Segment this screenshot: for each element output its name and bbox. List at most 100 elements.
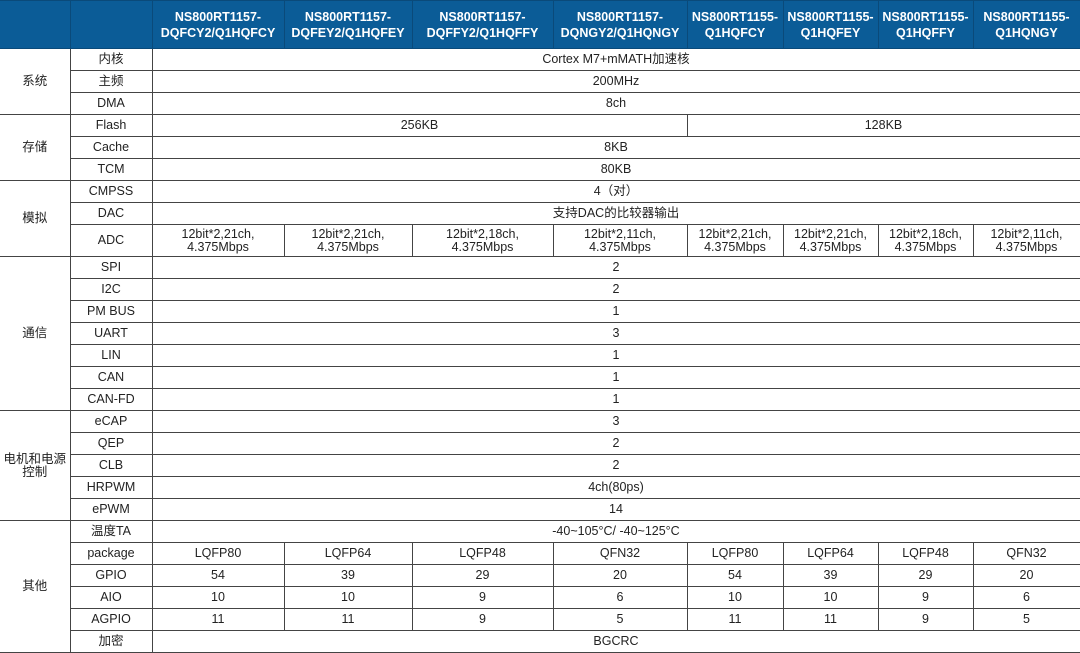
value-cell: 12bit*2,21ch, 4.375Mbps — [283, 224, 413, 257]
group-label: 通信 — [0, 256, 71, 411]
row-label: AGPIO — [69, 608, 153, 631]
group-label: 电机和电源 控制 — [0, 410, 71, 521]
value-cell: 80KB — [151, 158, 1080, 181]
value-cell: 12bit*2,21ch, 4.375Mbps — [782, 224, 879, 257]
value-cell: LQFP48 — [877, 542, 974, 565]
column-header: NS800RT1157- DQFFY2/Q1HQFFY — [411, 0, 554, 49]
table-row: ADC 12bit*2,21ch, 4.375Mbps 12bit*2,21ch, 4.… — [0, 224, 1080, 257]
value-cell: 54 — [686, 564, 784, 587]
group-label: 模拟 — [0, 180, 71, 257]
value-cell: 12bit*2,18ch, 4.375Mbps — [877, 224, 974, 257]
row-label: I2C — [69, 278, 153, 301]
table-row: 主频 200MHz — [0, 70, 1080, 93]
row-label: Flash — [69, 114, 153, 137]
value-cell: 29 — [877, 564, 974, 587]
column-header: NS800RT1155- Q1HQFCY — [686, 0, 784, 49]
table-row: TCM 80KB — [0, 158, 1080, 181]
table-row: HRPWM 4ch(80ps) — [0, 476, 1080, 499]
value-cell: 12bit*2,21ch, 4.375Mbps — [686, 224, 784, 257]
row-label: DMA — [69, 92, 153, 115]
value-cell: 2 — [151, 278, 1080, 301]
row-label: GPIO — [69, 564, 153, 587]
table-row: AIO 10 10 9 6 10 10 9 6 — [0, 586, 1080, 609]
value-cell: 2 — [151, 256, 1080, 279]
column-header: NS800RT1157- DQFEY2/Q1HQFEY — [283, 0, 413, 49]
row-label: 内核 — [69, 48, 153, 71]
header-row: NS800RT1157- DQFCY2/Q1HQFCY NS800RT1157- DQ… — [0, 0, 1080, 49]
value-cell: 12bit*2,11ch, 4.375Mbps — [972, 224, 1080, 257]
value-cell: LQFP80 — [151, 542, 285, 565]
value-cell: 5 — [552, 608, 688, 631]
header-blank-cell — [0, 0, 71, 49]
row-label: PM BUS — [69, 300, 153, 323]
value-cell: LQFP64 — [283, 542, 413, 565]
column-header: NS800RT1155- Q1HQNGY — [972, 0, 1080, 49]
table-row: PM BUS 1 — [0, 300, 1080, 323]
table-row: CAN 1 — [0, 366, 1080, 389]
value-cell: 9 — [411, 586, 554, 609]
table-row: AGPIO 11 11 9 5 11 11 9 5 — [0, 608, 1080, 631]
value-cell: 11 — [686, 608, 784, 631]
table-row: 通信 SPI 2 — [0, 256, 1080, 411]
value-cell: 1 — [151, 366, 1080, 389]
value-cell: QFN32 — [972, 542, 1080, 565]
table-row: DAC 支持DAC的比较器输出 — [0, 202, 1080, 225]
row-label: ePWM — [69, 498, 153, 521]
header-blank-cell — [69, 0, 153, 49]
table-row: 其他 温度TA -40~105°C/ -40~125°C — [0, 520, 1080, 653]
value-cell: 6 — [972, 586, 1080, 609]
value-cell: 128KB — [686, 114, 1080, 137]
value-cell: 29 — [411, 564, 554, 587]
table-row: I2C 2 — [0, 278, 1080, 301]
value-cell: 1 — [151, 344, 1080, 367]
value-cell: 8ch — [151, 92, 1080, 115]
row-label: CAN — [69, 366, 153, 389]
value-cell: 支持DAC的比较器输出 — [151, 202, 1080, 225]
value-cell: 11 — [283, 608, 413, 631]
value-cell: 2 — [151, 432, 1080, 455]
value-cell: 14 — [151, 498, 1080, 521]
table-row: QEP 2 — [0, 432, 1080, 455]
row-label: QEP — [69, 432, 153, 455]
value-cell: 5 — [972, 608, 1080, 631]
row-label: eCAP — [69, 410, 153, 433]
row-label: 温度TA — [69, 520, 153, 543]
row-label: 主频 — [69, 70, 153, 93]
row-label: CMPSS — [69, 180, 153, 203]
row-label: HRPWM — [69, 476, 153, 499]
table-row: CAN-FD 1 — [0, 388, 1080, 411]
value-cell: -40~105°C/ -40~125°C — [151, 520, 1080, 543]
group-label: 其他 — [0, 520, 71, 653]
value-cell: 200MHz — [151, 70, 1080, 93]
row-label: LIN — [69, 344, 153, 367]
value-cell: 9 — [411, 608, 554, 631]
column-header: NS800RT1155- Q1HQFFY — [877, 0, 974, 49]
value-cell: QFN32 — [552, 542, 688, 565]
value-cell: 10 — [782, 586, 879, 609]
value-cell: 256KB — [151, 114, 688, 137]
value-cell: 1 — [151, 300, 1080, 323]
table-row: ePWM 14 — [0, 498, 1080, 521]
column-header: NS800RT1155- Q1HQFEY — [782, 0, 879, 49]
row-label: ADC — [69, 224, 153, 257]
value-cell: LQFP64 — [782, 542, 879, 565]
value-cell: 4ch(80ps) — [151, 476, 1080, 499]
table-row: 存储 Flash 256KB 128KB — [0, 114, 1080, 181]
row-label: CAN-FD — [69, 388, 153, 411]
table-row: package LQFP80 LQFP64 LQFP48 QFN32 LQFP80 LQFP… — [0, 542, 1080, 565]
value-cell: 9 — [877, 608, 974, 631]
value-cell: 12bit*2,18ch, 4.375Mbps — [411, 224, 554, 257]
value-cell: 4（对） — [151, 180, 1080, 203]
value-cell: 11 — [782, 608, 879, 631]
table-row: 电机和电源 控制 eCAP 3 — [0, 410, 1080, 521]
value-cell: 11 — [151, 608, 285, 631]
row-label: TCM — [69, 158, 153, 181]
table-row: GPIO 54 39 29 20 54 39 29 20 — [0, 564, 1080, 587]
row-label: AIO — [69, 586, 153, 609]
column-header: NS800RT1157- DQFCY2/Q1HQFCY — [151, 0, 285, 49]
value-cell: 20 — [552, 564, 688, 587]
table-row: CLB 2 — [0, 454, 1080, 477]
row-label: package — [69, 542, 153, 565]
table-row: 系统 内核 Cortex M7+mMATH加速核 — [0, 48, 1080, 115]
table-body: 系统 内核 Cortex M7+mMATH加速核 主频 200MHz DMA 8ch 存储 Fl… — [0, 48, 1080, 653]
